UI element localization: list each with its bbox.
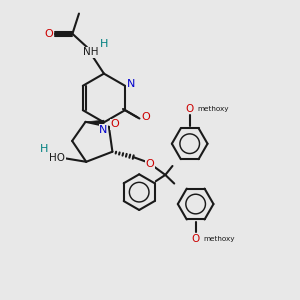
- Text: methoxy: methoxy: [204, 236, 235, 242]
- Text: N: N: [127, 79, 135, 89]
- Text: N: N: [99, 125, 107, 135]
- Text: O: O: [191, 234, 200, 244]
- Polygon shape: [85, 120, 104, 124]
- Text: O: O: [142, 112, 150, 122]
- Text: O: O: [185, 103, 194, 114]
- Text: HO: HO: [50, 153, 65, 163]
- Text: methoxy: methoxy: [198, 106, 229, 112]
- Text: O: O: [146, 159, 154, 169]
- Text: O: O: [44, 29, 53, 39]
- Text: O: O: [110, 119, 119, 129]
- Text: H: H: [100, 39, 108, 49]
- Text: NH: NH: [83, 47, 99, 57]
- Text: H: H: [40, 144, 48, 154]
